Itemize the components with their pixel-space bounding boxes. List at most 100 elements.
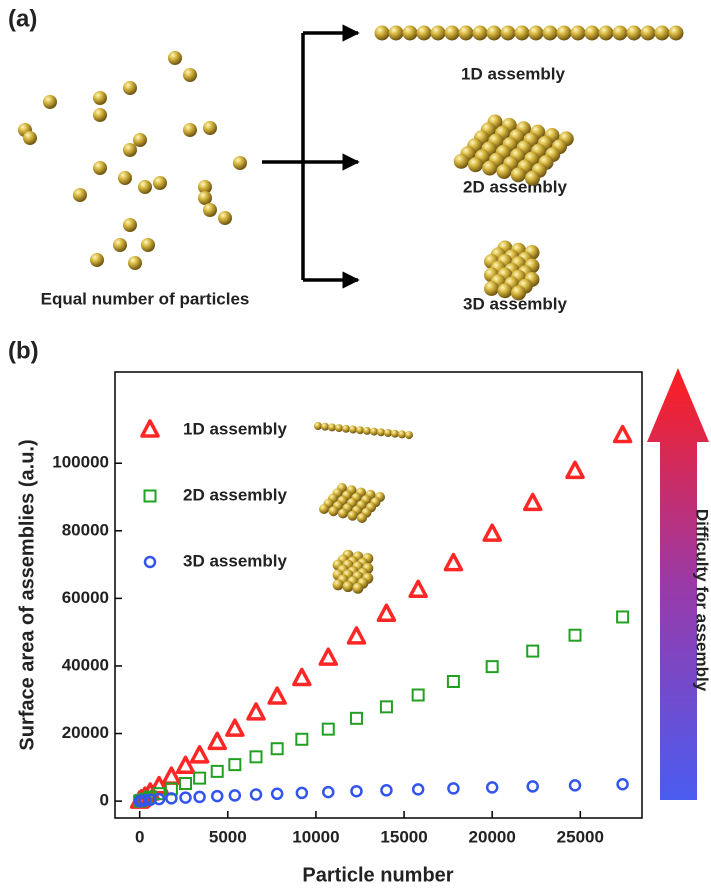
particle xyxy=(542,25,558,41)
marker-circle xyxy=(249,788,263,801)
marker-triangle xyxy=(149,775,169,795)
particle xyxy=(118,171,132,185)
marker-circle xyxy=(322,785,335,799)
particle xyxy=(405,431,413,440)
particle xyxy=(570,25,586,41)
particle xyxy=(626,25,642,41)
x-tick-label: 25000 xyxy=(557,827,604,846)
particle xyxy=(203,121,217,135)
marker-triangle xyxy=(292,667,312,687)
target-label: 3D assembly xyxy=(463,294,567,313)
marker-circle xyxy=(568,779,582,792)
marker-triangle xyxy=(565,460,585,480)
marker-square xyxy=(210,764,224,778)
particle xyxy=(93,91,107,105)
particle xyxy=(468,157,483,173)
marker-square xyxy=(270,742,284,756)
particle xyxy=(500,25,516,41)
marker-circle xyxy=(210,789,224,803)
marker-triangle xyxy=(346,626,367,645)
particle xyxy=(347,510,358,521)
particle xyxy=(556,25,572,41)
marker-circle xyxy=(350,784,363,798)
particle xyxy=(23,131,37,145)
marker-triangle xyxy=(175,755,196,775)
particle xyxy=(486,25,502,41)
marker-circle xyxy=(165,792,178,805)
particle xyxy=(398,430,406,439)
x-tick-label: 10000 xyxy=(292,827,339,846)
particle xyxy=(314,422,322,430)
particle xyxy=(123,81,137,95)
particle xyxy=(218,211,232,225)
particle xyxy=(168,51,182,65)
particle xyxy=(388,25,404,41)
marker-circle xyxy=(228,789,242,802)
particle xyxy=(319,504,329,514)
particle xyxy=(342,424,350,433)
particle xyxy=(484,281,499,296)
particle xyxy=(510,167,526,183)
x-tick-label: 15000 xyxy=(380,827,427,846)
marker-circle xyxy=(270,787,284,801)
x-tick-label: 0 xyxy=(135,827,144,846)
y-tick-label: 100000 xyxy=(52,453,109,472)
particle xyxy=(453,153,469,169)
target-label: 2D assembly xyxy=(463,177,567,196)
annotation: Difficulty for assembly xyxy=(693,509,711,692)
marker-triangle xyxy=(267,686,287,705)
particle xyxy=(43,95,57,109)
legend-label: 3D assembly xyxy=(183,551,287,570)
particle xyxy=(357,513,367,523)
particle xyxy=(444,25,460,41)
particle xyxy=(458,25,474,41)
panel-b: (b) Particle number Surface area of asse… xyxy=(8,337,711,886)
marker-circle xyxy=(152,792,166,806)
particle xyxy=(332,579,344,591)
marker-circle xyxy=(411,783,425,796)
marker-square xyxy=(485,660,499,674)
particle xyxy=(198,180,212,194)
particle xyxy=(384,429,392,437)
marker-square xyxy=(193,771,207,785)
particle xyxy=(138,180,152,194)
marker-square xyxy=(321,722,335,736)
marker-triangle xyxy=(443,552,464,572)
x-tick-label: 5000 xyxy=(209,827,247,846)
particle xyxy=(328,506,339,517)
marker-triangle xyxy=(376,603,397,623)
particle xyxy=(356,426,364,435)
marker-triangle xyxy=(207,731,227,751)
marker-circle xyxy=(616,777,629,791)
marker-circle xyxy=(138,794,152,807)
marker-circle xyxy=(526,780,539,793)
panel-label: (b) xyxy=(8,337,39,364)
marker-circle xyxy=(193,790,206,804)
panel-label: (a) xyxy=(8,5,37,32)
y-tick-label: 0 xyxy=(100,791,109,810)
marker-square xyxy=(616,610,630,624)
y-tick-label: 40000 xyxy=(62,655,109,674)
particle xyxy=(183,68,197,82)
particle xyxy=(141,238,155,252)
particle xyxy=(93,108,107,122)
particle xyxy=(416,25,432,41)
marker-circle xyxy=(295,786,309,800)
particle xyxy=(377,428,385,437)
marker-circle xyxy=(485,781,499,794)
marker-triangle xyxy=(612,424,633,444)
particle xyxy=(153,176,167,190)
target-label: 1D assembly xyxy=(461,64,565,83)
particle xyxy=(90,253,104,267)
y-tick-label: 60000 xyxy=(62,588,109,607)
marker-circle xyxy=(143,555,157,569)
marker-triangle xyxy=(318,647,339,666)
particle xyxy=(133,133,147,147)
marker-circle xyxy=(380,784,393,797)
particle xyxy=(335,424,343,433)
particle xyxy=(198,191,212,205)
source-label: Equal number of particles xyxy=(41,289,250,308)
particle xyxy=(363,426,371,435)
y-tick-label: 20000 xyxy=(62,723,109,742)
